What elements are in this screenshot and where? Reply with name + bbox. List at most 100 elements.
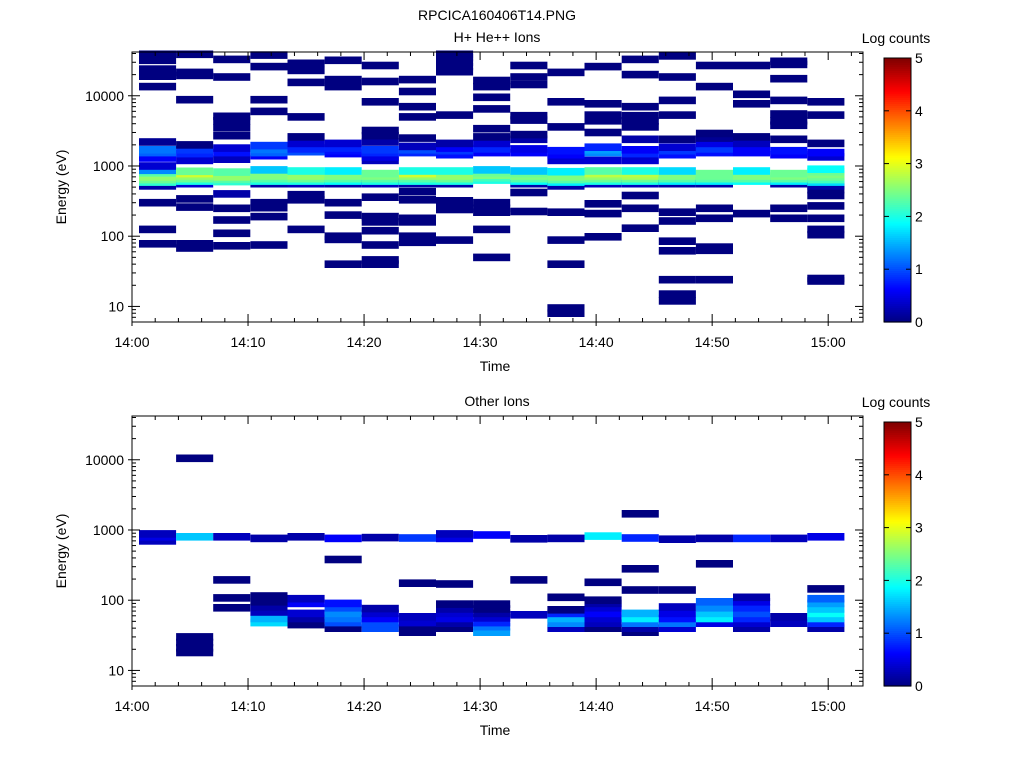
heatmap-cell bbox=[287, 599, 325, 608]
colorbar-swatch bbox=[884, 541, 911, 545]
heatmap-cell bbox=[733, 61, 771, 70]
heatmap-cell bbox=[324, 618, 362, 627]
heatmap-cell bbox=[621, 534, 659, 542]
heatmap-cell bbox=[361, 77, 399, 86]
heatmap-cell bbox=[213, 229, 251, 238]
heatmap-cell bbox=[213, 55, 251, 64]
colorbar-swatch bbox=[884, 455, 911, 458]
colorbar-swatch bbox=[884, 84, 911, 88]
colorbar-tick-label: 3 bbox=[915, 156, 923, 172]
heatmap-cell bbox=[473, 82, 511, 91]
colorbar-swatch bbox=[884, 91, 911, 94]
colorbar-swatch bbox=[884, 124, 911, 127]
heatmap-cell bbox=[584, 604, 622, 612]
heatmap-cell bbox=[398, 238, 436, 247]
colorbar-swatch bbox=[884, 95, 911, 98]
heatmap-cell bbox=[213, 216, 251, 224]
heatmap-cell bbox=[621, 614, 659, 623]
colorbar-swatch bbox=[884, 450, 911, 454]
heatmap-cell bbox=[324, 144, 362, 152]
colorbar-swatch bbox=[884, 512, 911, 516]
colorbar-swatch bbox=[884, 636, 911, 640]
colorbar-swatch bbox=[884, 533, 911, 537]
colorbar-swatch bbox=[884, 667, 911, 671]
heatmap-cell bbox=[658, 217, 696, 225]
colorbar-swatch bbox=[884, 471, 911, 475]
colorbar-swatch bbox=[884, 210, 911, 214]
heatmap-cell bbox=[250, 212, 288, 221]
colorbar-swatch bbox=[884, 632, 911, 636]
heatmap-cell bbox=[436, 144, 474, 152]
colorbar-swatch bbox=[884, 289, 911, 292]
heatmap-cell bbox=[584, 117, 622, 125]
colorbar-swatch bbox=[884, 547, 911, 551]
heatmap-cell bbox=[621, 586, 659, 594]
heatmap-cell bbox=[584, 100, 622, 108]
heatmap-cell bbox=[695, 61, 733, 70]
colorbar-swatch bbox=[884, 76, 911, 80]
axis-ticks: 14:00 14:10 14:20 14:30 14:40 14:50 15:00 10 100… bbox=[85, 416, 863, 714]
heatmap-cell bbox=[770, 96, 808, 105]
heatmap-cell bbox=[584, 200, 622, 208]
heatmap-cell bbox=[547, 534, 585, 543]
colorbar-swatch bbox=[884, 239, 911, 243]
colorbar-swatch bbox=[884, 531, 911, 534]
heatmap-cell bbox=[213, 148, 251, 157]
heatmap-cell bbox=[584, 62, 622, 71]
heatmap-cell bbox=[584, 578, 622, 587]
heatmap-cell bbox=[287, 614, 325, 623]
colorbar-swatch bbox=[884, 138, 911, 142]
colorbar-swatch bbox=[884, 128, 911, 131]
heatmap-cell bbox=[139, 56, 177, 65]
heatmap-cell bbox=[695, 134, 733, 142]
y-tick-label: 10 bbox=[108, 298, 124, 314]
x-tick-label: 15:00 bbox=[811, 698, 846, 714]
heatmap-cell bbox=[213, 112, 251, 121]
colorbar-swatch bbox=[884, 477, 911, 481]
heatmap-cell bbox=[547, 208, 585, 216]
colorbar-swatch bbox=[884, 278, 911, 282]
colorbar-tick-label: 1 bbox=[915, 261, 923, 277]
colorbar-swatch bbox=[884, 70, 911, 74]
colorbar-swatch bbox=[884, 498, 911, 501]
heatmap-cell bbox=[213, 604, 251, 612]
colorbar-swatch bbox=[884, 597, 911, 600]
heatmap-cell bbox=[176, 244, 214, 252]
colorbar-swatch bbox=[884, 231, 911, 234]
heatmap-cell bbox=[473, 609, 511, 618]
colorbar-swatch bbox=[884, 655, 911, 658]
colorbar-swatch bbox=[884, 452, 911, 456]
heatmap-cell bbox=[807, 619, 845, 627]
heatmap-cell bbox=[658, 535, 696, 543]
colorbar-swatch bbox=[884, 136, 911, 140]
colorbar-swatch bbox=[884, 603, 911, 607]
colorbar-swatch bbox=[884, 144, 911, 148]
heatmap-cell bbox=[176, 156, 214, 165]
heatmap-cell bbox=[733, 593, 771, 602]
colorbar-swatch bbox=[884, 171, 911, 175]
heatmap-cell bbox=[621, 565, 659, 573]
colorbar-swatch bbox=[884, 243, 911, 247]
heatmap-cell bbox=[287, 620, 325, 629]
heatmap-cell bbox=[510, 188, 548, 197]
colorbar-swatch bbox=[884, 181, 911, 185]
heatmap-cell bbox=[398, 534, 436, 542]
heatmap-cell bbox=[287, 609, 325, 618]
heatmap-cell bbox=[361, 620, 399, 628]
colorbar-swatch bbox=[884, 611, 911, 615]
heatmap-cell bbox=[473, 622, 511, 631]
heatmap-cell bbox=[695, 534, 733, 543]
colorbar-swatch bbox=[884, 161, 911, 164]
colorbar-swatch bbox=[884, 461, 911, 464]
colorbar-swatch bbox=[884, 448, 911, 452]
x-tick-label: 14:10 bbox=[231, 698, 266, 714]
heatmap-cell bbox=[770, 204, 808, 213]
heatmap-cell bbox=[547, 146, 585, 155]
colorbar-swatch bbox=[884, 126, 911, 129]
heatmap-cell bbox=[213, 242, 251, 250]
colorbar-swatch bbox=[884, 99, 911, 102]
colorbar-swatch bbox=[884, 146, 911, 150]
heatmap-cell bbox=[770, 110, 808, 118]
colorbar-swatch bbox=[884, 554, 911, 557]
heatmap-cell bbox=[584, 624, 622, 632]
